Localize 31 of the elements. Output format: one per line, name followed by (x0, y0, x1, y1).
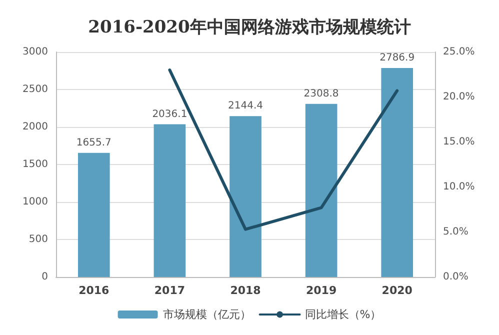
y2-tick-label: 5.0% (443, 226, 468, 238)
data-label: 2308.8 (304, 88, 339, 100)
bar (230, 116, 262, 277)
y-tick-label: 500 (28, 234, 48, 245)
y2-tick-label: 0.0% (443, 272, 468, 282)
data-label: 2786.9 (380, 52, 415, 64)
data-label: 2144.4 (228, 100, 263, 112)
legend-label: 市场规模（亿元） (162, 308, 251, 321)
data-label: 2036.1 (152, 108, 188, 120)
legend-label: 同比增长（%） (304, 308, 382, 321)
x-tick-label: 2016 (78, 284, 110, 297)
y-tick-label: 1500 (22, 159, 48, 170)
bar (154, 124, 186, 277)
y-tick-label: 0 (42, 272, 48, 282)
y-tick-label: 2500 (22, 84, 48, 95)
bar (305, 104, 338, 277)
x-tick-label: 2020 (382, 284, 413, 297)
bar (381, 68, 414, 277)
y-tick-label: 2000 (22, 122, 48, 132)
x-tick-label: 2018 (230, 284, 261, 297)
y2-tick-label: 25.0% (443, 46, 475, 58)
y2-tick-label: 15.0% (443, 136, 475, 148)
chart-title: 2016-2020年中国网络游戏市场规模统计 (88, 18, 411, 38)
data-label: 1655.7 (76, 137, 112, 148)
x-tick-label: 2019 (306, 284, 337, 297)
y2-tick-label: 20.0% (443, 92, 475, 102)
x-tick-label: 2017 (154, 284, 186, 297)
y-tick-label: 1000 (22, 196, 48, 208)
y2-tick-label: 10.0% (443, 182, 475, 192)
y-tick-label: 3000 (22, 46, 48, 58)
bar (78, 152, 110, 277)
